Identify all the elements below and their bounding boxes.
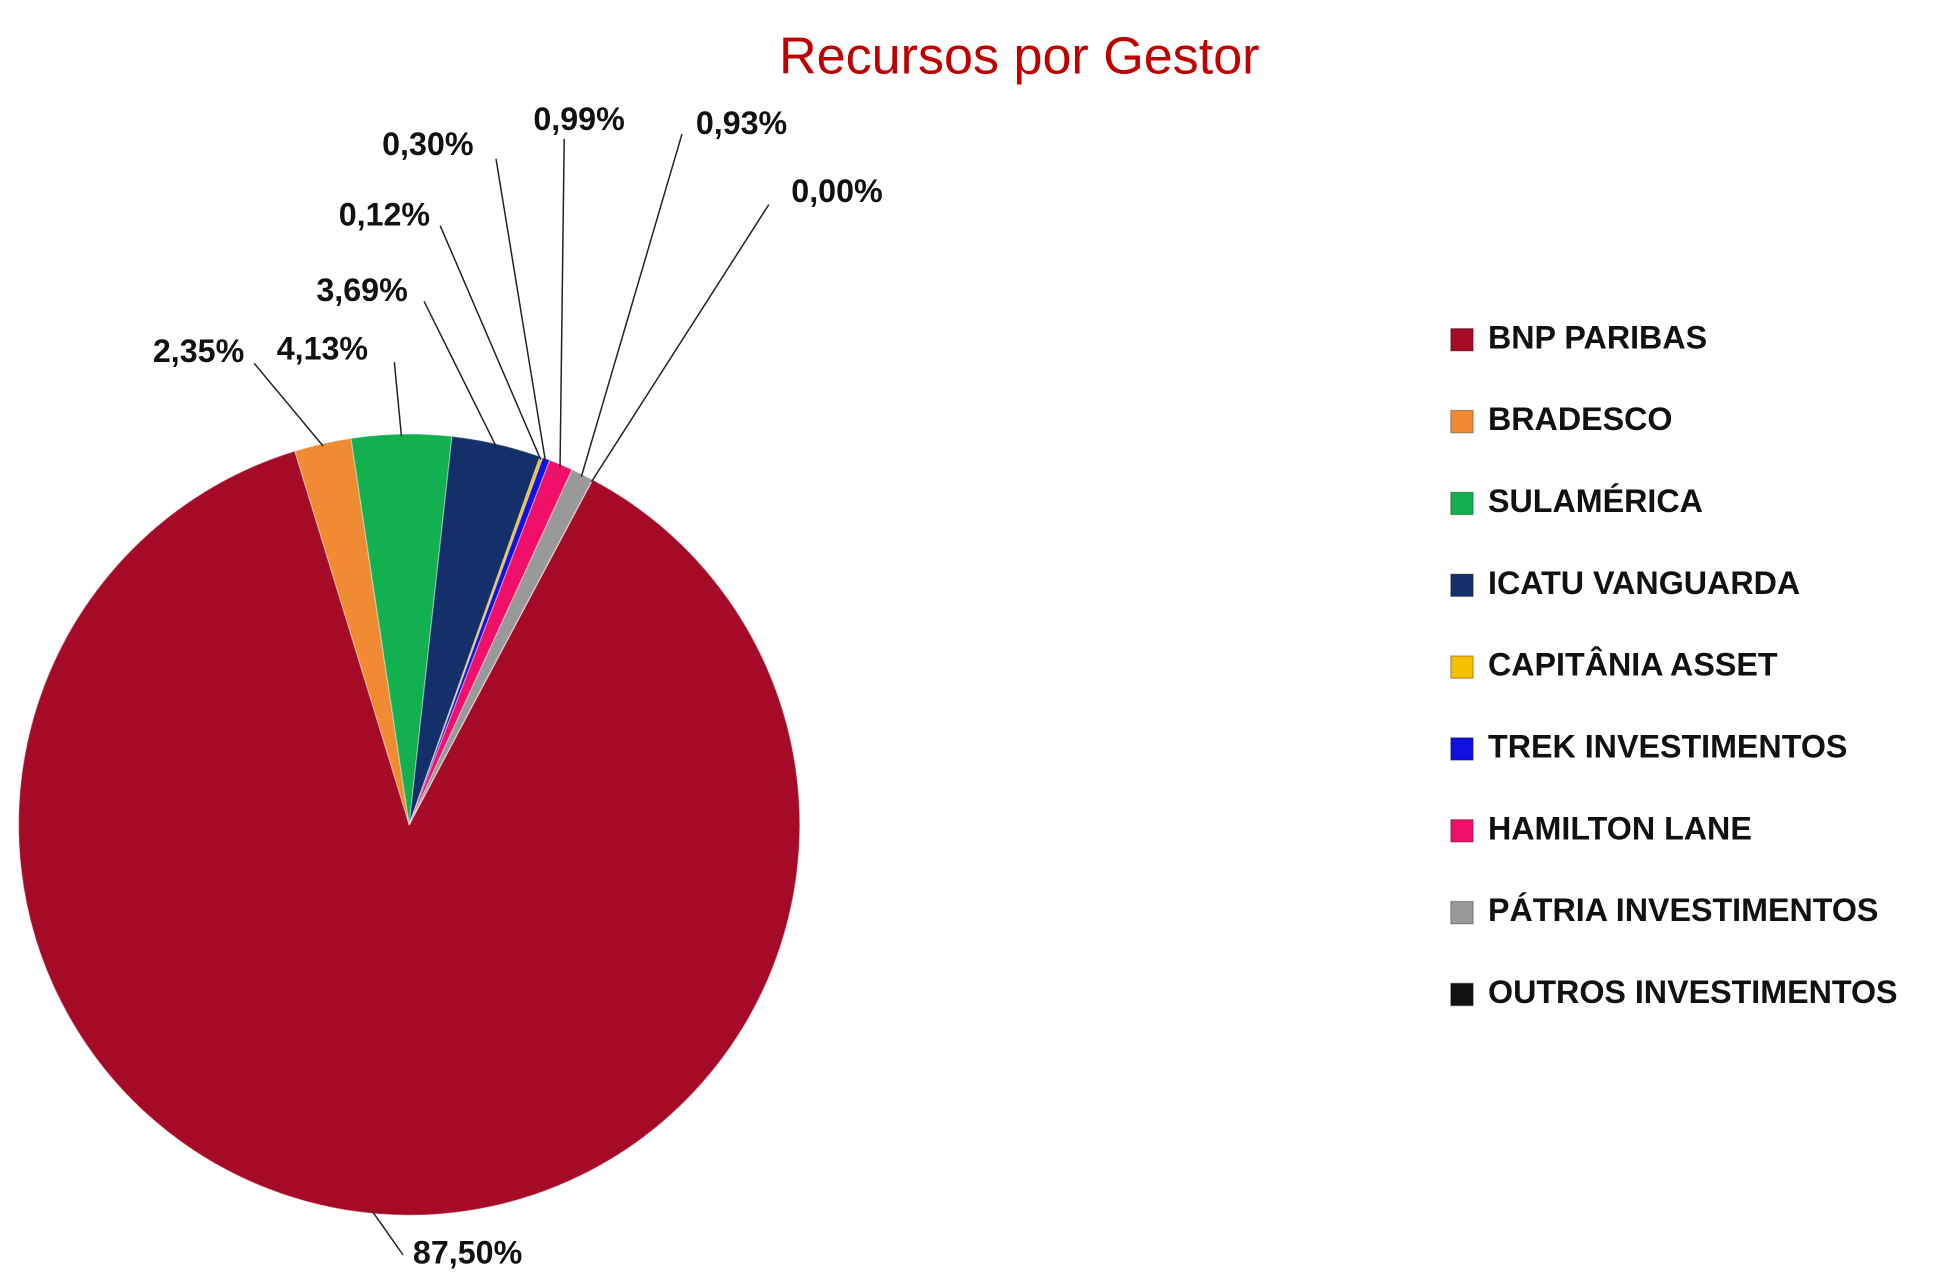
chart-title: Recursos por Gestor bbox=[779, 27, 1259, 85]
pie-slice bbox=[408, 459, 573, 825]
legend-label: PÁTRIA INVESTIMENTOS bbox=[1488, 892, 1878, 928]
pie-slice bbox=[18, 450, 801, 1216]
legend-label: ICATU VANGUARDA bbox=[1488, 565, 1800, 601]
legend-swatch bbox=[1450, 409, 1474, 434]
legend-label: SULAMÉRICA bbox=[1488, 483, 1703, 519]
legend-label: HAMILTON LANE bbox=[1488, 810, 1752, 846]
legend-swatch bbox=[1450, 900, 1474, 925]
leader-line bbox=[393, 362, 403, 437]
legend-label: BRADESCO bbox=[1488, 401, 1672, 437]
legend-swatch bbox=[1450, 655, 1474, 679]
data-label: 0,00% bbox=[791, 173, 882, 209]
data-label: 3,69% bbox=[316, 272, 407, 308]
pie-slice bbox=[294, 437, 410, 825]
legend-swatch bbox=[1450, 737, 1474, 761]
leader-line bbox=[371, 1210, 404, 1256]
data-label: 0,99% bbox=[533, 101, 624, 137]
data-label: 0,12% bbox=[339, 197, 430, 233]
data-label: 0,30% bbox=[382, 126, 473, 162]
leader-line bbox=[580, 133, 683, 477]
leader-line bbox=[253, 362, 324, 447]
legend-swatch bbox=[1450, 982, 1474, 1007]
legend-swatch bbox=[1450, 573, 1474, 598]
legend-swatch bbox=[1450, 819, 1474, 843]
legend-label: TREK INVESTIMENTOS bbox=[1488, 728, 1847, 764]
leader-line bbox=[495, 158, 547, 462]
leader-line bbox=[590, 204, 770, 483]
data-label: 2,35% bbox=[153, 333, 244, 369]
leader-line bbox=[439, 225, 542, 460]
data-label: 87,50% bbox=[413, 1234, 522, 1270]
chart-area: Recursos por Gestor 87,50% 2,35% 4,13% 3,69… bbox=[18, 27, 1898, 1270]
legend-swatch bbox=[1450, 327, 1474, 352]
pie-slice bbox=[408, 456, 551, 825]
data-label: 0,93% bbox=[696, 105, 787, 141]
legend-swatch bbox=[1450, 491, 1474, 516]
legend-label: CAPITÂNIA ASSET bbox=[1488, 647, 1778, 683]
legend-label: BNP PARIBAS bbox=[1488, 319, 1707, 355]
data-label: 4,13% bbox=[277, 330, 368, 366]
legend-label: OUTROS INVESTIMENTOS bbox=[1488, 974, 1898, 1010]
leader-line bbox=[559, 138, 565, 468]
leader-line bbox=[423, 300, 497, 447]
